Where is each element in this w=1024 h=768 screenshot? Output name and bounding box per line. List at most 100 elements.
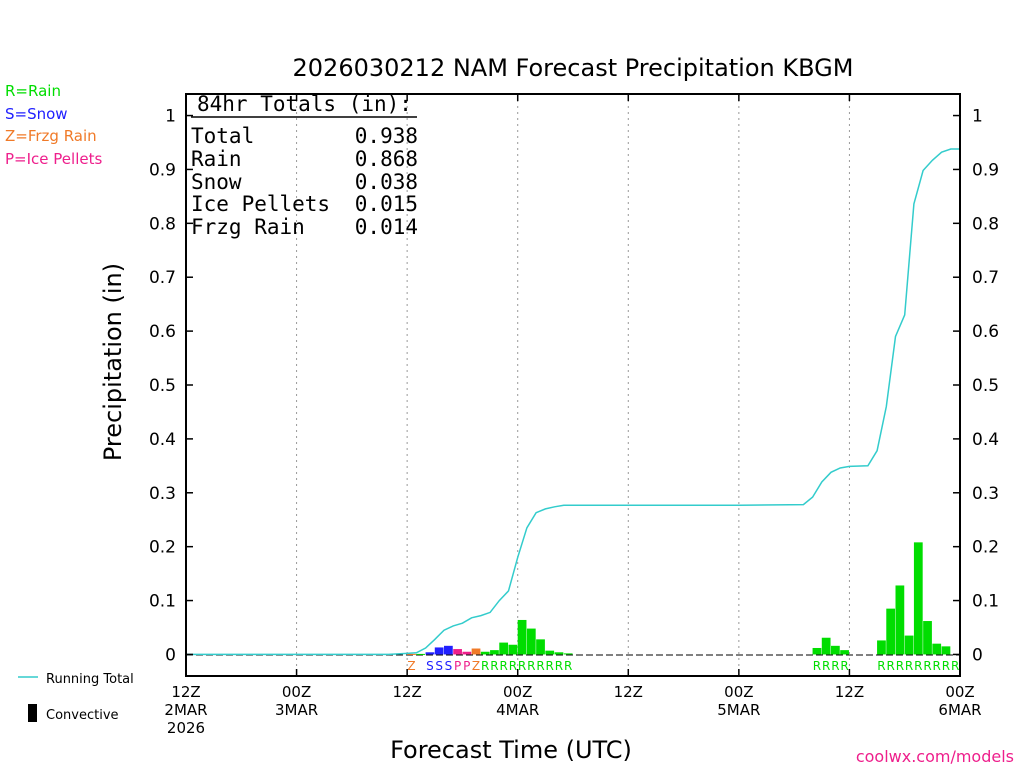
precip-type-letter: R — [564, 659, 572, 673]
y-tick-label-left: 0.8 — [149, 214, 176, 234]
totals-label-frzg-rain: Frzg Rain — [191, 215, 305, 239]
precip-type-letter: R — [914, 659, 922, 673]
precip-bar — [831, 645, 840, 655]
x-tick-label: 12Z — [614, 683, 643, 701]
precip-type-letter: R — [886, 659, 894, 673]
totals-value-total: 0.938 — [355, 124, 418, 148]
precip-type-letter: R — [923, 659, 931, 673]
totals-value-ice-pellets: 0.015 — [355, 192, 418, 216]
y-tick-label-right: 0.9 — [972, 160, 999, 180]
precip-type-letter: R — [896, 659, 904, 673]
y-tick-label-left: 0.3 — [149, 484, 176, 504]
precip-bar — [434, 647, 444, 655]
x-tick-label: 6MAR — [938, 701, 981, 719]
y-tick-label-right: 0.1 — [972, 592, 999, 612]
precip-bar — [812, 647, 822, 655]
y-tick-label-right: 0.2 — [972, 538, 999, 558]
precip-bar — [877, 640, 886, 655]
totals-label-rain: Rain — [191, 147, 242, 171]
precip-type-letter: R — [490, 659, 498, 673]
precip-type-letter: S — [435, 659, 443, 673]
x-tick-label: 00Z — [724, 683, 753, 701]
precip-bar — [554, 652, 564, 655]
y-tick-label-right: 0.3 — [972, 484, 999, 504]
y-tick-label-left: 0.4 — [149, 430, 176, 450]
x-tick-label: 00Z — [503, 683, 532, 701]
totals-header: 84hr Totals (in): — [197, 92, 412, 116]
y-tick-label-right: 0.4 — [972, 430, 999, 450]
x-tick-label: 12Z — [835, 683, 864, 701]
precip-type-letter: R — [813, 659, 821, 673]
totals-value-snow: 0.038 — [355, 170, 418, 194]
precip-type-letter: R — [536, 659, 544, 673]
precip-bar — [490, 650, 499, 655]
precip-bar — [508, 644, 518, 655]
y-tick-label-right: 0 — [972, 645, 983, 665]
y-tick-label-left: 0 — [165, 645, 176, 665]
x-tick-label: 12Z — [171, 683, 200, 701]
precip-bar — [453, 649, 462, 655]
y-tick-label-right: 1 — [972, 107, 983, 127]
precip-bar — [444, 645, 453, 655]
precip-type-letter: R — [527, 659, 535, 673]
y-tick-label-left: 0.9 — [149, 160, 176, 180]
precip-bar — [886, 608, 896, 655]
precip-type-letter: R — [877, 659, 885, 673]
precip-type-letter: R — [831, 659, 839, 673]
x-tick-label: 00Z — [945, 683, 974, 701]
precip-bar — [425, 652, 435, 655]
precip-type-letter: S — [445, 659, 453, 673]
precip-type-letter: Z — [407, 659, 415, 673]
totals-value-frzg-rain: 0.014 — [355, 215, 418, 239]
precip-bar — [563, 653, 573, 655]
precip-type-letter: R — [555, 659, 563, 673]
precip-type-letter: R — [822, 659, 830, 673]
totals-box: 84hr Totals (in): Total 0.938 Rain 0.868… — [191, 92, 418, 239]
plot-frame — [185, 93, 961, 677]
precip-bar — [480, 651, 490, 655]
precip-type-letter: R — [518, 659, 526, 673]
convective-legend-label: Convective — [46, 708, 119, 723]
precip-type-letter: R — [933, 659, 941, 673]
precip-bars — [407, 542, 951, 655]
precip-bar — [499, 642, 509, 655]
x-tick-label: 3MAR — [275, 701, 318, 719]
precip-bar — [913, 542, 923, 655]
y-tick-label-right: 0.8 — [972, 214, 999, 234]
precip-type-letter: P — [463, 659, 470, 673]
y-tick-label-left: 1 — [165, 107, 176, 127]
precip-bar — [840, 650, 849, 655]
precip-type-letter: R — [840, 659, 848, 673]
precip-bar — [923, 621, 932, 655]
watermark: coolwx.com/models — [856, 747, 1014, 766]
precip-bar — [462, 651, 472, 655]
totals-label-total: Total — [191, 124, 254, 148]
x-axis-label: Forecast Time (UTC) — [390, 736, 632, 764]
precip-bar — [517, 619, 527, 655]
chart-title: 2026030212 NAM Forecast Precipitation KB… — [293, 54, 854, 82]
y-tick-label-left: 0.7 — [149, 268, 176, 288]
precip-bar — [416, 653, 426, 655]
running-total-line — [186, 148, 960, 656]
precip-bar — [932, 643, 942, 655]
y-tick-label-left: 0.6 — [149, 322, 176, 342]
precip-type-letter: R — [905, 659, 913, 673]
precip-type-legend: R=Rain S=Snow Z=Frzg Rain P=Ice Pellets — [5, 82, 102, 168]
y-tick-label-right: 0.5 — [972, 376, 999, 396]
precip-type-letter: Z — [472, 659, 480, 673]
precip-type-letter: R — [509, 659, 517, 673]
legend-rain: R=Rain — [5, 82, 61, 100]
y-tick-label-right: 0.6 — [972, 322, 999, 342]
x-tick-label: 00Z — [282, 683, 311, 701]
precip-bar — [471, 648, 481, 655]
y-tick-label-left: 0.5 — [149, 376, 176, 396]
precip-bar — [526, 628, 536, 655]
precip-type-letter: R — [499, 659, 507, 673]
x-tick-label: 2MAR — [164, 701, 207, 719]
x-tick-label: 2026 — [167, 719, 205, 737]
y-tick-label-left: 0.1 — [149, 592, 176, 612]
precip-type-letter: R — [546, 659, 554, 673]
